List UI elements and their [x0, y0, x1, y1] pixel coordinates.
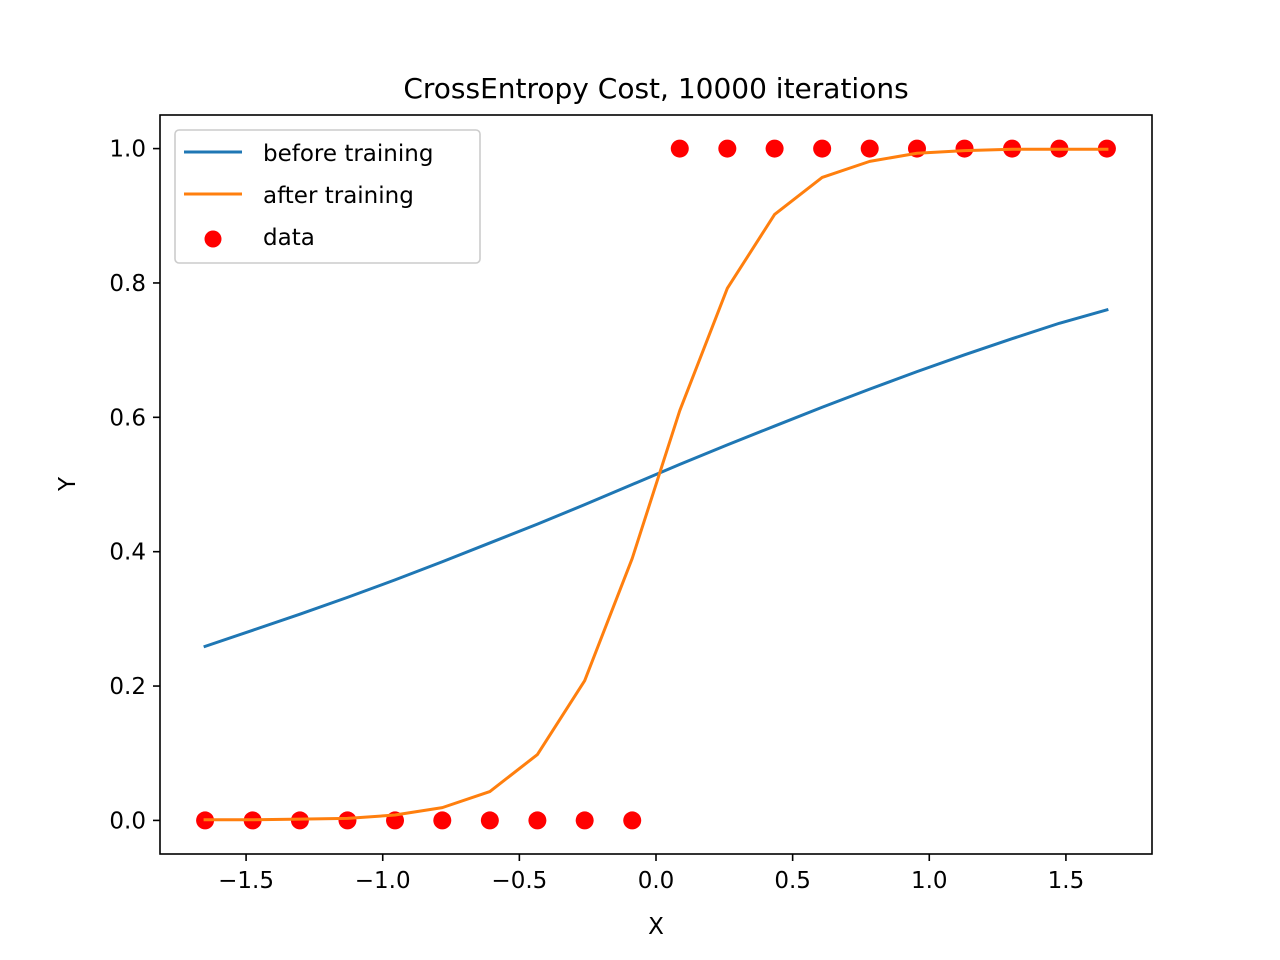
legend-label-data: data [263, 225, 315, 251]
x-tick-label: 0.5 [774, 868, 811, 894]
series-line-after-training [203, 147, 1109, 822]
x-tick-label: −1.0 [355, 868, 411, 894]
x-tick-label: 1.5 [1048, 868, 1085, 894]
series-layer [196, 139, 1116, 830]
x-tick-label: −0.5 [491, 868, 547, 894]
y-tick-label: 0.2 [109, 674, 146, 700]
y-tick-label: 0.4 [109, 540, 146, 566]
data-point [528, 811, 547, 830]
data-point [670, 139, 689, 158]
y-axis-label: Y [55, 476, 81, 492]
x-axis-label: X [648, 914, 664, 940]
y-tick-label: 0.6 [109, 405, 146, 431]
data-point [480, 811, 499, 830]
data-point [765, 139, 784, 158]
data-point [718, 139, 737, 158]
x-tick-label: 1.0 [911, 868, 948, 894]
legend-label-after-training: after training [263, 183, 414, 209]
series-line-before-training [203, 307, 1109, 649]
legend: before training after training data [174, 129, 481, 264]
y-tick-label: 0.8 [109, 271, 146, 297]
plot-frame [159, 114, 1153, 855]
x-axis-ticks: −1.5 −1.0 −0.5 0.0 0.5 1.0 1.5 [218, 854, 1084, 894]
data-point [623, 811, 642, 830]
x-tick-label: 0.0 [638, 868, 675, 894]
y-tick-label: 0.0 [109, 808, 146, 834]
x-tick-label: −1.5 [218, 868, 274, 894]
legend-box [174, 129, 481, 264]
data-point [338, 811, 357, 830]
data-point [860, 139, 879, 158]
data-point [813, 139, 832, 158]
data-point [955, 139, 974, 158]
data-point [575, 811, 594, 830]
legend-swatch-data [204, 230, 222, 248]
y-axis-ticks: 0.0 0.2 0.4 0.6 0.8 1.0 [109, 137, 160, 834]
data-point [433, 811, 452, 830]
y-tick-label: 1.0 [109, 137, 146, 163]
legend-label-before-training: before training [263, 141, 433, 167]
chart-title: CrossEntropy Cost, 10000 iterations [403, 72, 908, 105]
